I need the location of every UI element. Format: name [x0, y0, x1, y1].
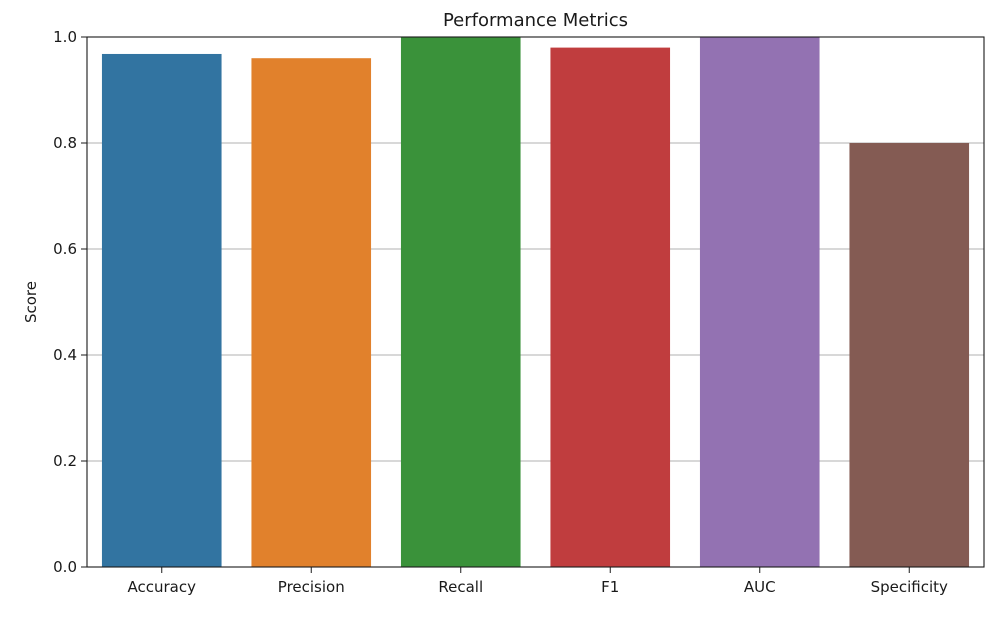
y-tick-label: 1.0 — [53, 28, 77, 46]
x-tick-label: Recall — [438, 578, 483, 596]
bar-auc — [699, 37, 820, 567]
bar-f1 — [550, 47, 671, 568]
x-tick-label: Accuracy — [128, 578, 197, 596]
y-tick-label: 0.8 — [53, 134, 77, 152]
y-tick-layer: 0.0 0.2 0.4 0.6 0.8 1.0 — [53, 28, 87, 576]
chart-title: Performance Metrics — [443, 10, 628, 31]
x-tick-label: F1 — [601, 578, 619, 596]
bar-precision — [251, 58, 372, 567]
bar-layer — [101, 37, 970, 568]
x-tick-label: Specificity — [871, 578, 948, 596]
x-tick-label: AUC — [744, 578, 776, 596]
y-tick-label: 0.2 — [53, 452, 77, 470]
bar-recall — [400, 37, 521, 567]
y-tick-label: 0.0 — [53, 558, 77, 576]
y-tick-label: 0.4 — [53, 346, 77, 364]
bar-specificity — [849, 143, 970, 567]
x-tick-label: Precision — [278, 578, 345, 596]
x-tick-layer: Accuracy Precision Recall F1 AUC Specificity — [128, 567, 948, 596]
bar-accuracy — [101, 53, 222, 567]
plot-frame — [86, 36, 985, 568]
axis-layer — [86, 36, 985, 568]
y-axis-label: Score — [22, 281, 40, 323]
y-tick-label: 0.6 — [53, 240, 77, 258]
